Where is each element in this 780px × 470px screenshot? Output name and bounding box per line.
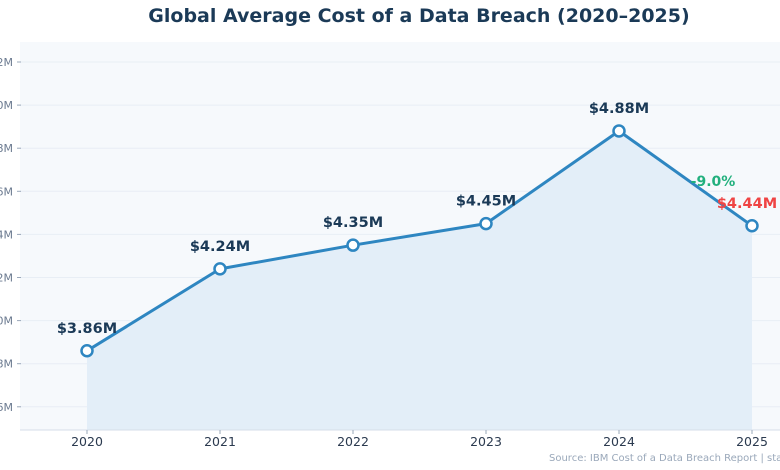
- x-tick-label: 2020: [71, 434, 103, 449]
- data-label-2024: $4.88M: [589, 101, 649, 117]
- area-fill: [87, 131, 752, 430]
- x-tick-label: 2022: [337, 434, 369, 449]
- x-axis: 2020 2021 2022 2023 2024 2025: [20, 429, 780, 449]
- y-tick-label: $4.0M: [0, 315, 13, 328]
- x-tick-label: 2021: [204, 434, 236, 449]
- y-tick-label: $3.8M: [0, 358, 13, 371]
- series-line: [86, 129, 753, 353]
- y-tick-label: $5.2M: [0, 56, 13, 69]
- chart-title: Global Average Cost of a Data Breach (20…: [148, 5, 689, 27]
- y-tick-label: $4.4M: [0, 228, 13, 241]
- data-labels: $3.86M $4.24M $4.35M $4.45M $4.88M $4.44M: [57, 101, 777, 337]
- data-label-2022: $4.35M: [323, 215, 383, 231]
- data-point-2021: [213, 262, 227, 276]
- data-point-2024: [612, 124, 626, 138]
- data-label-2025: $4.44M: [717, 196, 777, 212]
- y-tick-label: $4.6M: [0, 185, 13, 198]
- y-tick-label: $3.6M: [0, 401, 13, 414]
- data-point-2023: [479, 216, 493, 231]
- x-tick-label: 2025: [736, 434, 768, 449]
- data-points: [80, 124, 759, 358]
- source-note: Source: IBM Cost of a Data Breach Report…: [549, 453, 780, 464]
- change-annotation: -9.0%: [691, 174, 736, 190]
- y-tick-label: $4.2M: [0, 272, 13, 285]
- data-label-2023: $4.45M: [456, 194, 516, 210]
- data-point-2022: [346, 238, 360, 252]
- y-tick-label: $4.8M: [0, 142, 13, 155]
- x-tick-label: 2023: [470, 434, 502, 449]
- y-tick-label: $5.0M: [0, 99, 13, 112]
- data-label-2021: $4.24M: [190, 239, 250, 255]
- data-point-2020: [80, 344, 94, 358]
- data-point-2025: [745, 219, 759, 233]
- data-label-2020: $3.86M: [57, 321, 117, 337]
- y-axis: $3.6M $3.8M $4.0M $4.2M $4.4M $4.6M $4.8M $5.0M…: [0, 56, 21, 414]
- x-tick-label: 2024: [603, 434, 635, 449]
